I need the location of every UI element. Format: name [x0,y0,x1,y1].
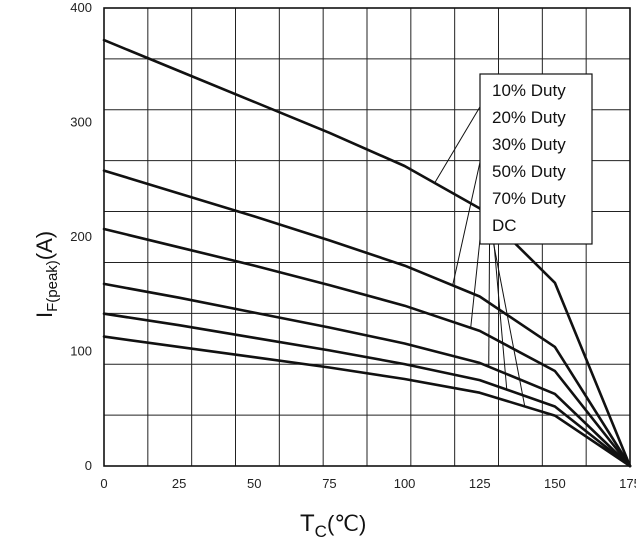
x-tick-label: 150 [544,476,566,491]
series-line-5 [102,312,632,468]
x-tick-label: 100 [394,476,416,491]
y-axis-title: IF(peak)(A) [32,231,61,318]
series-line-4 [102,282,632,468]
x-axis-title: TC(℃) [300,510,366,541]
x-tick-label: 125 [469,476,491,491]
legend-entry-1: 10% Duty [492,81,566,100]
y-tick-label: 0 [85,458,92,473]
legend-frame [479,73,593,245]
x-tick-label: 175 [619,476,636,491]
plot-frame [103,7,631,467]
series-line-1 [102,38,632,468]
legend-entry-6: DC [492,216,517,235]
x-tick-label: 50 [247,476,261,491]
y-tick-label: 200 [70,229,92,244]
legend-entry-4: 50% Duty [492,162,566,181]
tick-labels: 0 100 200 300 400 0 25 50 75 100 125 150 175 [70,0,636,491]
series-line-6 [102,335,632,468]
series-line-3 [102,227,632,468]
legend-entry-5: 70% Duty [492,189,566,208]
legend-box: 10% Duty 20% Duty 30% Duty 50% Duty 70% … [479,73,593,245]
y-tick-label: 300 [70,115,92,130]
series-line-2 [102,169,632,468]
legend-leader-line [489,224,526,407]
x-tick-label: 75 [322,476,336,491]
y-tick-label: 400 [70,0,92,15]
legend-entry-2: 20% Duty [492,108,566,127]
y-tick-label: 100 [70,344,92,359]
x-tick-label: 0 [100,476,107,491]
x-tick-label: 25 [172,476,186,491]
legend-entry-3: 30% Duty [492,135,566,154]
series-lines [102,38,632,468]
